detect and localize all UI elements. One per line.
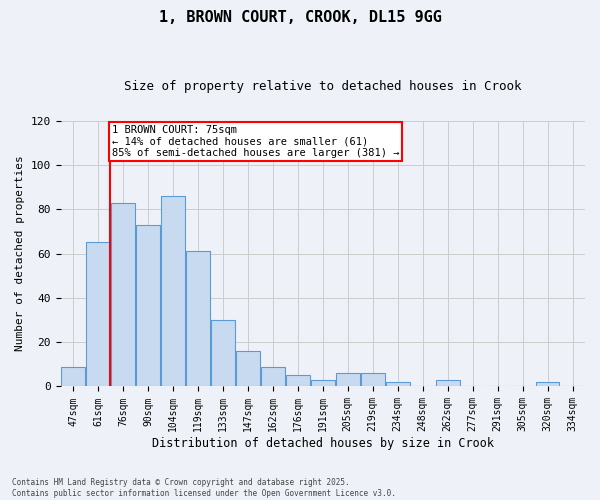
- Bar: [436, 380, 460, 386]
- Bar: [336, 373, 359, 386]
- Bar: [286, 376, 310, 386]
- Text: 1 BROWN COURT: 75sqm
← 14% of detached houses are smaller (61)
85% of semi-detac: 1 BROWN COURT: 75sqm ← 14% of detached h…: [112, 125, 399, 158]
- Y-axis label: Number of detached properties: Number of detached properties: [15, 156, 25, 352]
- Bar: [386, 382, 410, 386]
- Bar: [61, 366, 85, 386]
- Bar: [211, 320, 235, 386]
- Bar: [261, 366, 284, 386]
- Bar: [111, 202, 135, 386]
- Bar: [86, 242, 110, 386]
- Text: Contains HM Land Registry data © Crown copyright and database right 2025.
Contai: Contains HM Land Registry data © Crown c…: [12, 478, 396, 498]
- Bar: [236, 351, 260, 386]
- Bar: [136, 224, 160, 386]
- Bar: [311, 380, 335, 386]
- Text: 1, BROWN COURT, CROOK, DL15 9GG: 1, BROWN COURT, CROOK, DL15 9GG: [158, 10, 442, 25]
- Bar: [361, 373, 385, 386]
- Bar: [161, 196, 185, 386]
- Bar: [186, 252, 210, 386]
- Bar: [536, 382, 559, 386]
- Title: Size of property relative to detached houses in Crook: Size of property relative to detached ho…: [124, 80, 521, 93]
- X-axis label: Distribution of detached houses by size in Crook: Distribution of detached houses by size …: [152, 437, 494, 450]
